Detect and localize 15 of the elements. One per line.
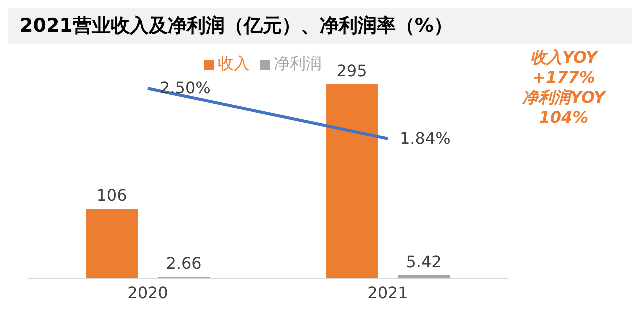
data-label: 1.84% [400, 128, 451, 148]
text: 收入YOY +177% [529, 48, 600, 88]
bar [326, 84, 378, 279]
data-label: 2.66 [166, 254, 202, 274]
text: 净利润YOY 104% [521, 88, 608, 128]
legend-label: 净利润 [274, 54, 322, 73]
x-tick-label: 2020 [128, 283, 168, 302]
data-label: 106 [96, 186, 128, 206]
data-label: 5.42 [406, 252, 442, 272]
data-label: 295 [336, 61, 368, 80]
data-label: 2.50% [160, 78, 211, 98]
bar [86, 209, 138, 279]
chart-title: 2021营业收入及净利润（亿元）、净利润率（%） [8, 8, 632, 44]
legend-label: 收入 [218, 54, 250, 73]
x-tick-label: 2021 [368, 283, 408, 302]
